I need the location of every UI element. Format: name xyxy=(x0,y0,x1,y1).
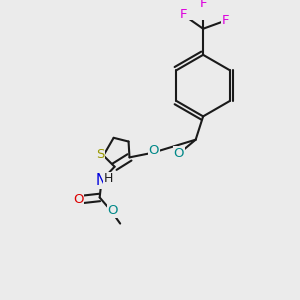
Text: O: O xyxy=(148,144,159,158)
Text: S: S xyxy=(96,148,105,161)
Text: F: F xyxy=(180,8,187,21)
Text: H: H xyxy=(103,172,113,185)
Text: N: N xyxy=(95,173,106,188)
Text: O: O xyxy=(174,147,184,160)
Text: O: O xyxy=(107,204,118,217)
Text: F: F xyxy=(200,0,207,10)
Text: O: O xyxy=(73,193,83,206)
Text: F: F xyxy=(222,14,229,27)
